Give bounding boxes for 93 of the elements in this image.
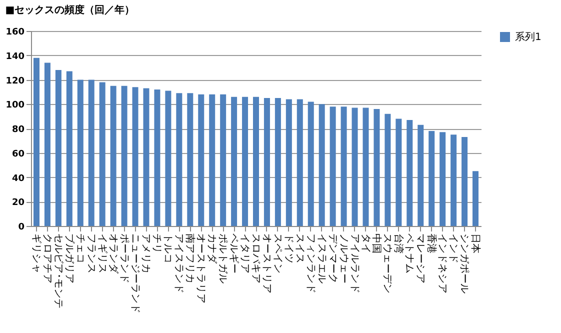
bar (374, 109, 380, 226)
bar (308, 102, 314, 226)
bar (77, 80, 84, 226)
bar (286, 99, 292, 226)
x-tick-label: ブルガリア (63, 234, 76, 284)
x-tick-label: スウェーデン (382, 234, 393, 294)
y-tick-label: 100 (6, 100, 24, 111)
x-tick-label: 香港 (426, 234, 438, 254)
bar (231, 96, 238, 226)
chart-title: ■セックスの頻度（回／年） (5, 4, 135, 16)
x-tick-label: ニュージーランド (129, 234, 140, 314)
bar (33, 58, 40, 226)
x-tick-label: デンマーク (326, 234, 338, 284)
x-tick-label: タイ (360, 234, 371, 254)
x-tick-label: シンガポール (458, 234, 470, 294)
bar (154, 90, 160, 226)
x-tick-label: イスラエル (316, 234, 327, 284)
bar (88, 80, 94, 226)
x-tick-label: ポルトガル (217, 234, 228, 284)
bar (242, 96, 248, 226)
x-tick-label: 日本 (470, 234, 482, 254)
x-tick-label: セルビア･モンテ (52, 234, 64, 308)
x-tick-label: 台湾 (392, 234, 405, 254)
bar (176, 93, 182, 226)
y-tick-label: 120 (6, 76, 24, 86)
bar (132, 87, 138, 226)
bar (296, 99, 303, 226)
bar (418, 124, 424, 226)
x-tick-label: オーストリア (260, 234, 272, 294)
y-tick-label: 60 (12, 149, 24, 160)
x-tick-label: ギリシャ (30, 234, 42, 274)
x-tick-label: ポーランド (118, 234, 130, 284)
y-tick-label: 0 (18, 222, 24, 232)
x-tick-label: クロアチア (41, 234, 52, 284)
bar (66, 71, 72, 226)
bar (384, 114, 391, 226)
bar (406, 120, 413, 226)
bar (274, 98, 281, 226)
bar (264, 98, 270, 226)
x-tick-label: ノルウェー (338, 234, 349, 284)
x-tick-label: オランダ (107, 234, 120, 274)
x-tick-label: フランス (85, 234, 96, 274)
x-tick-label: カナダ (206, 234, 218, 264)
x-tick-label: イタリア (239, 234, 250, 274)
x-tick-label: ドイツ (282, 234, 294, 264)
bar (187, 93, 194, 226)
bar (462, 137, 468, 226)
x-tick-label: インド (448, 234, 459, 264)
x-tick-label: スイス (294, 234, 305, 264)
x-tick-label: 南アフリカ (184, 234, 196, 284)
bar (121, 86, 128, 226)
bar (330, 106, 336, 226)
x-tick-label: チリ (151, 234, 162, 254)
bar (44, 62, 50, 226)
bar (352, 108, 358, 226)
bar (253, 96, 259, 226)
x-tick-label: インドネシア (436, 234, 448, 294)
bar (55, 70, 62, 226)
bar (110, 86, 116, 226)
bar (143, 88, 150, 226)
x-tick-label: イギリス (96, 234, 108, 274)
bar (450, 134, 457, 226)
x-tick-label: マレーシア (414, 234, 426, 284)
x-tick-label: 中国 (370, 234, 383, 254)
x-tick-label: アイルランド (348, 234, 360, 294)
y-tick-label: 160 (6, 28, 24, 38)
x-tick-label: スペイン (272, 234, 283, 274)
bar (362, 108, 369, 226)
x-tick-label: アイスランド (173, 234, 184, 294)
bar (220, 94, 226, 226)
bar (428, 130, 435, 226)
y-tick-label: 140 (6, 52, 24, 62)
x-tick-label: フィンランド (304, 234, 316, 294)
x-tick-label: アメリカ (140, 234, 152, 274)
y-tick-label: 20 (12, 198, 24, 208)
x-tick-label: スロバキア (250, 234, 261, 284)
y-tick-label: 40 (12, 174, 24, 184)
bar (209, 94, 216, 226)
bar (440, 132, 446, 226)
bar (198, 94, 204, 226)
x-tick-label: トルコ (162, 234, 174, 264)
bar (340, 106, 347, 226)
bar (318, 104, 325, 226)
x-tick-label: オーストラリア (195, 234, 206, 304)
legend-label: 系列1 (515, 31, 542, 43)
bar (99, 82, 106, 226)
bar (396, 118, 402, 226)
x-tick-label: ベトナム (404, 234, 415, 274)
bar (472, 171, 479, 226)
x-tick-label: ベルギー (228, 234, 240, 274)
y-tick-label: 80 (12, 125, 24, 135)
x-tick-label: チェコ (74, 234, 86, 264)
bar (165, 90, 172, 226)
